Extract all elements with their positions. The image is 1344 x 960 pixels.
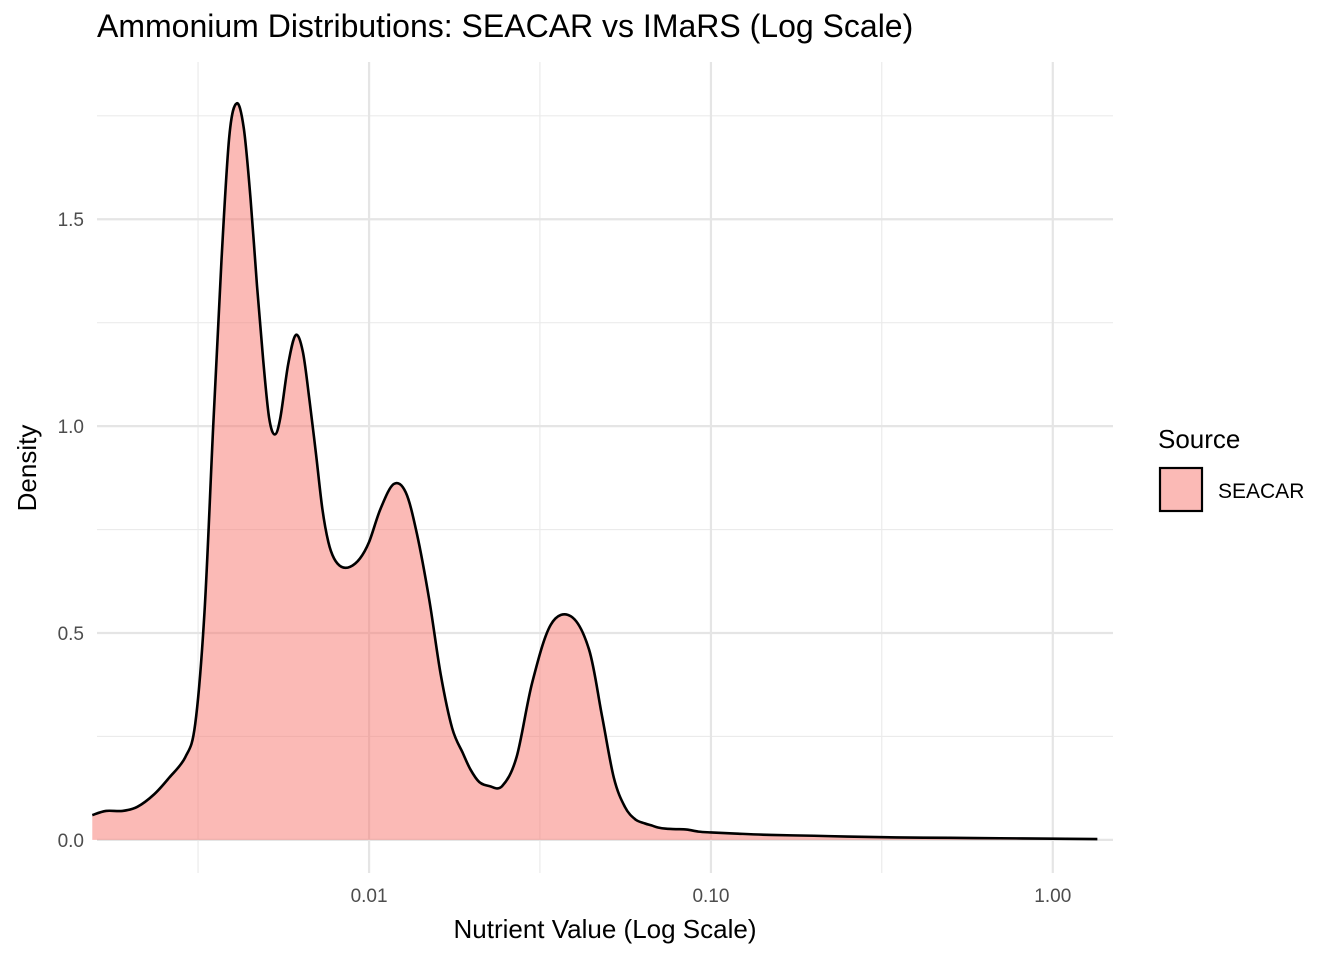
series-layer: [91, 102, 1098, 841]
y-tick-label: 0.5: [58, 624, 84, 645]
x-tick-label: 0.01: [351, 886, 388, 907]
legend: Source SEACAR: [1158, 424, 1304, 513]
x-tick-label: 0.10: [692, 886, 729, 907]
legend-title: Source: [1158, 424, 1240, 454]
density-area-seacar: [92, 103, 1098, 840]
legend-key-seacar: [1158, 466, 1204, 513]
density-line-seacar: [91, 102, 1098, 841]
y-tick-label: 1.0: [58, 417, 84, 438]
chart-title: Ammonium Distributions: SEACAR vs IMaRS …: [97, 8, 914, 44]
x-tick-label: 1.00: [1034, 886, 1071, 907]
y-axis-title: Density: [12, 425, 42, 512]
legend-label-seacar: SEACAR: [1218, 480, 1304, 503]
y-tick-labels: 0.0 0.5 1.0 1.5: [58, 210, 84, 852]
x-axis-title: Nutrient Value (Log Scale): [453, 914, 756, 944]
y-tick-label: 0.0: [58, 831, 84, 852]
x-tick-labels: 0.01 0.10 1.00: [351, 886, 1072, 907]
y-tick-label: 1.5: [58, 210, 84, 231]
